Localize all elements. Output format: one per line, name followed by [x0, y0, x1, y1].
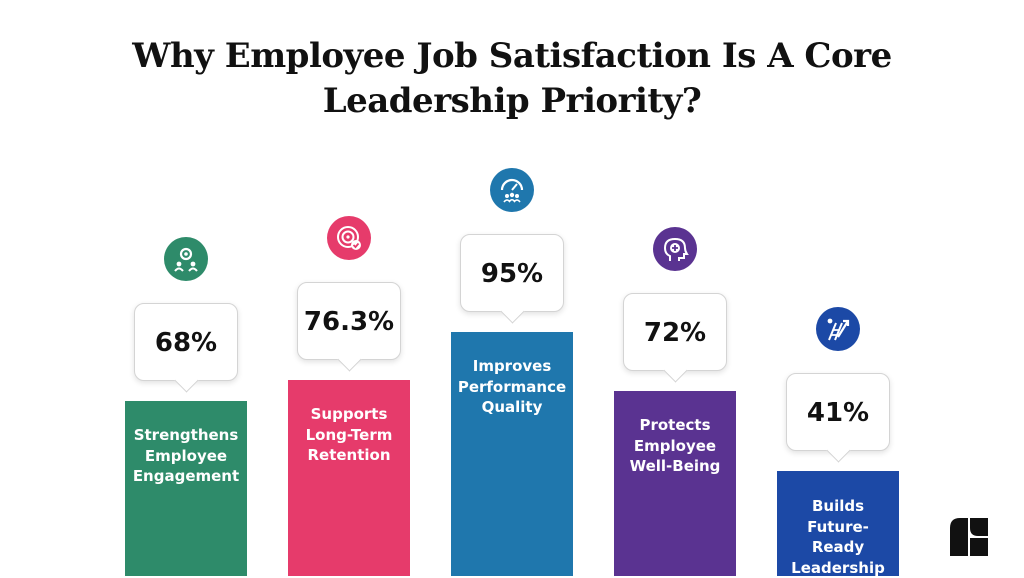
- bar-category-label-line: Engagement: [125, 466, 247, 487]
- bar-category-label-line: Retention: [288, 445, 410, 466]
- bar-category-label-line: Protects: [614, 415, 736, 436]
- value-callout: 95%: [460, 234, 564, 312]
- title-line-2: Leadership Priority?: [0, 79, 1024, 124]
- value-callout: 68%: [134, 303, 238, 381]
- bar-category-label-line: Supports: [288, 404, 410, 425]
- bar-category-label-line: Performance: [451, 377, 573, 398]
- brand-logo-icon: [950, 518, 988, 556]
- value-callout: 72%: [623, 293, 727, 371]
- data-label: 76.3%: [298, 283, 400, 361]
- title-line-1: Why Employee Job Satisfaction Is A Core: [0, 34, 1024, 79]
- bar-category-label-line: Employee: [125, 446, 247, 467]
- growth-ladder-icon: [816, 307, 860, 351]
- data-label: 72%: [624, 294, 726, 372]
- bar-category-label-line: Leadership: [777, 558, 899, 578]
- team-gear-icon: [164, 237, 208, 281]
- data-label: 68%: [135, 304, 237, 382]
- performance-gauge-icon: [490, 168, 534, 212]
- bar-category-label-line: Quality: [451, 397, 573, 418]
- value-callout: 41%: [786, 373, 890, 451]
- target-check-icon: [327, 216, 371, 260]
- bar-category-label-line: Strengthens: [125, 425, 247, 446]
- bar-category-label-line: Long-Term: [288, 425, 410, 446]
- data-label: 41%: [787, 374, 889, 452]
- bar-category-label-line: Ready: [777, 537, 899, 558]
- bar-category-label-line: Builds: [777, 496, 899, 517]
- bar-category-label-line: Future-: [777, 517, 899, 538]
- value-callout: 76.3%: [297, 282, 401, 360]
- data-label: 95%: [461, 235, 563, 313]
- bar-category-label-line: Improves: [451, 356, 573, 377]
- bar-category-label-line: Well-Being: [614, 456, 736, 477]
- mind-health-icon: [653, 227, 697, 271]
- page-title: Why Employee Job Satisfaction Is A Core …: [0, 34, 1024, 124]
- bar-category-label-line: Employee: [614, 436, 736, 457]
